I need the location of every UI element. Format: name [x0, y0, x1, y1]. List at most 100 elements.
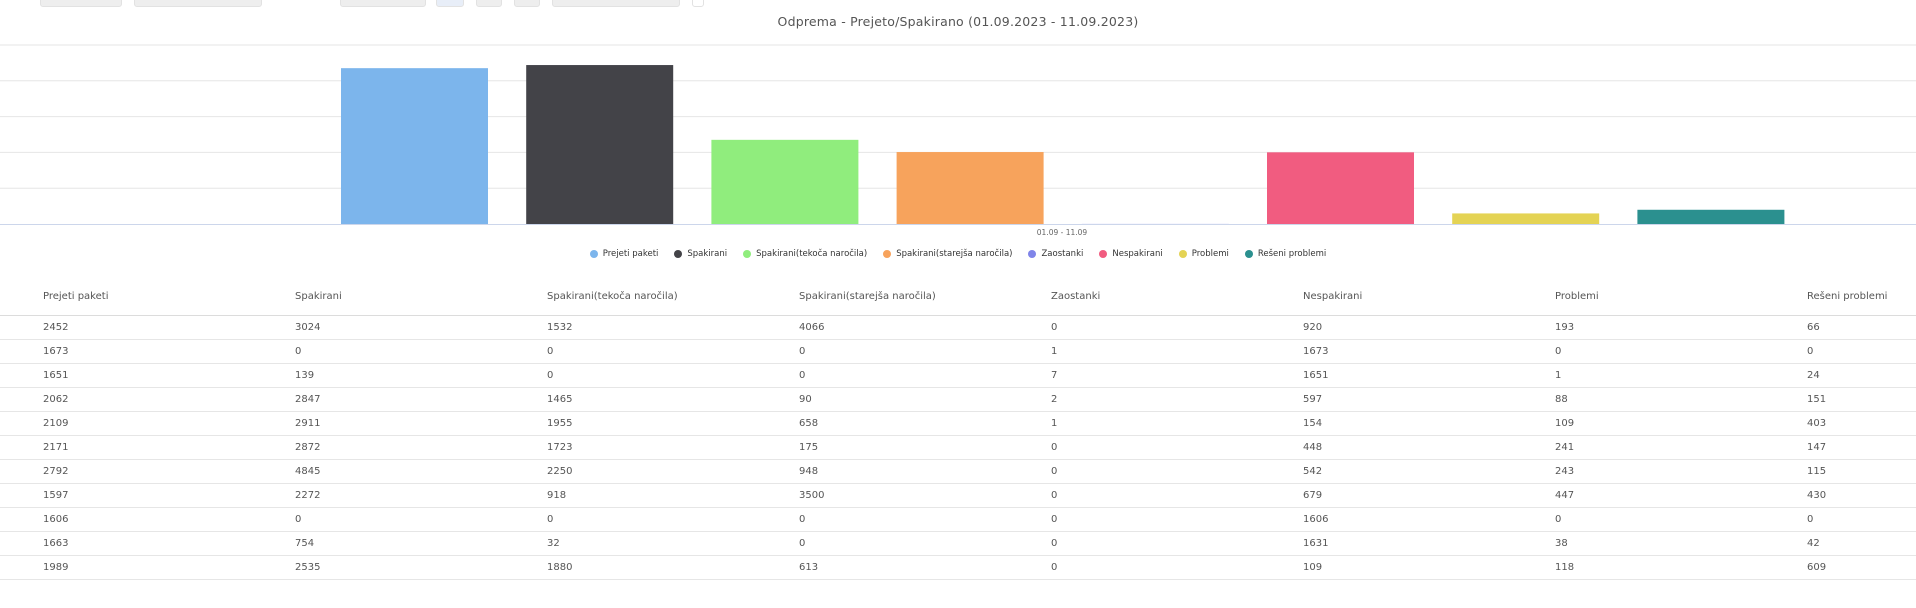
- table-cell: 658: [799, 418, 819, 429]
- table-cell: 32: [547, 538, 560, 549]
- table-cell: 609: [1807, 562, 1827, 573]
- export-button[interactable]: [552, 0, 680, 7]
- legend-label: Nespakirani: [1112, 249, 1163, 259]
- table-cell: 1606: [43, 514, 69, 525]
- table-cell: 597: [1303, 394, 1323, 405]
- table-cell: 4066: [799, 322, 825, 333]
- bar-spakirani-starej-a-naro-ila[interactable]: [896, 152, 1044, 224]
- table-cell: 1651: [43, 370, 69, 381]
- table-cell: 154: [1303, 418, 1323, 429]
- x-tick-label: 01.09 - 11.09: [1037, 228, 1088, 237]
- option-checkbox[interactable]: [692, 0, 704, 7]
- date-to-field[interactable]: [134, 0, 262, 7]
- table-cell: 754: [295, 538, 315, 549]
- bar-spakirani-teko-a-naro-ila[interactable]: [711, 139, 859, 224]
- table-cell: 1651: [1303, 370, 1329, 381]
- table-cell: 948: [799, 466, 819, 477]
- table-cell: 920: [1303, 322, 1323, 333]
- legend-marker-icon: [883, 250, 892, 258]
- bar-nespakirani[interactable]: [1267, 152, 1414, 224]
- table-cell: 0: [1807, 514, 1814, 525]
- legend-marker-icon: [1178, 250, 1187, 258]
- table-cell: 3024: [295, 322, 321, 333]
- refresh-button[interactable]: [436, 0, 464, 7]
- table-cell: 0: [1051, 322, 1058, 333]
- legend-item[interactable]: Problemi: [1178, 249, 1229, 259]
- legend-label: Spakirani(tekoča naročila): [756, 249, 868, 259]
- table-header-cell: Rešeni problemi: [1807, 291, 1888, 302]
- table-cell: 2109: [43, 418, 69, 429]
- table-row: 2452 3024 1532 4066 0 920 193 66: [0, 316, 1916, 340]
- bar-spakirani[interactable]: [526, 65, 674, 224]
- table-row: 1663 754 32 0 0 1631 38 42: [0, 532, 1916, 556]
- table-cell: 2171: [43, 442, 69, 453]
- bar-problemi[interactable]: [1452, 213, 1600, 224]
- table-cell: 0: [1051, 514, 1058, 525]
- legend-label: Spakirani(starejša naročila): [896, 249, 1013, 259]
- table-cell: 1880: [547, 562, 573, 573]
- table-cell: 2452: [43, 322, 69, 333]
- table-cell: 241: [1555, 442, 1575, 453]
- table-cell: 2872: [295, 442, 321, 453]
- toolbar-button-1[interactable]: [476, 0, 502, 7]
- table-row: 1606 0 0 0 0 1606 0 0: [0, 508, 1916, 532]
- table-cell: 2792: [43, 466, 69, 477]
- legend-item[interactable]: Spakirani(starejša naročila): [883, 249, 1012, 259]
- table-row: 2062 2847 1465 90 2 597 88 151: [0, 388, 1916, 412]
- table-cell: 139: [295, 370, 315, 381]
- table-cell: 2250: [547, 466, 573, 477]
- legend-label: Rešeni problemi: [1257, 249, 1327, 259]
- table-cell: 0: [799, 514, 806, 525]
- table-cell: 1597: [43, 490, 69, 501]
- table-cell: 115: [1807, 466, 1827, 477]
- table-cell: 1532: [547, 322, 573, 333]
- legend-label: Prejeti paketi: [602, 249, 659, 259]
- table-cell: 118: [1555, 562, 1575, 573]
- table-cell: 1465: [547, 394, 573, 405]
- date-from-field[interactable]: [40, 0, 122, 7]
- table-cell: 4845: [295, 466, 321, 477]
- table-cell: 3500: [799, 490, 825, 501]
- table-cell: 0: [547, 346, 554, 357]
- table-cell: 0: [799, 538, 806, 549]
- table-cell: 7: [1051, 370, 1058, 381]
- table-cell: 403: [1807, 418, 1827, 429]
- table-cell: 175: [799, 442, 819, 453]
- table-cell: 2535: [295, 562, 321, 573]
- table-cell: 1723: [547, 442, 573, 453]
- legend-label: Problemi: [1191, 249, 1229, 259]
- legend-marker-icon: [589, 250, 598, 258]
- bar-prejeti-paketi[interactable]: [341, 68, 488, 224]
- legend-item[interactable]: Spakirani: [674, 249, 727, 259]
- table-cell: 88: [1555, 394, 1568, 405]
- legend-item[interactable]: Nespakirani: [1099, 249, 1163, 259]
- table-cell: 109: [1303, 562, 1323, 573]
- table-header-cell: Spakirani(starejša naročila): [799, 291, 936, 302]
- legend-item[interactable]: Rešeni problemi: [1244, 249, 1327, 259]
- table-cell: 24: [1807, 370, 1820, 381]
- table-cell: 2062: [43, 394, 69, 405]
- legend-marker-icon: [1099, 250, 1108, 258]
- table-header-cell: Problemi: [1555, 291, 1599, 302]
- table-cell: 147: [1807, 442, 1827, 453]
- table-cell: 1631: [1303, 538, 1329, 549]
- table-cell: 1606: [1303, 514, 1329, 525]
- table-cell: 0: [1555, 514, 1562, 525]
- legend-label: Zaostanki: [1041, 249, 1084, 259]
- bar-re-eni-problemi[interactable]: [1637, 209, 1785, 224]
- legend-item[interactable]: Spakirani(tekoča naročila): [743, 249, 867, 259]
- table-cell: 1989: [43, 562, 69, 573]
- filter-select[interactable]: [340, 0, 426, 7]
- legend-item[interactable]: Prejeti paketi: [589, 249, 659, 259]
- table-cell: 0: [799, 370, 806, 381]
- table-row: 2109 2911 1955 658 1 154 109 403: [0, 412, 1916, 436]
- toolbar-button-2[interactable]: [514, 0, 540, 7]
- table-cell: 151: [1807, 394, 1827, 405]
- table-cell: 542: [1303, 466, 1323, 477]
- table-cell: 1: [1555, 370, 1562, 381]
- bar-chart: 01.09 - 11.09: [0, 44, 1916, 237]
- table-cell: 0: [1051, 466, 1058, 477]
- table-cell: 1: [1051, 418, 1058, 429]
- table-cell: 447: [1555, 490, 1575, 501]
- legend-item[interactable]: Zaostanki: [1028, 249, 1083, 259]
